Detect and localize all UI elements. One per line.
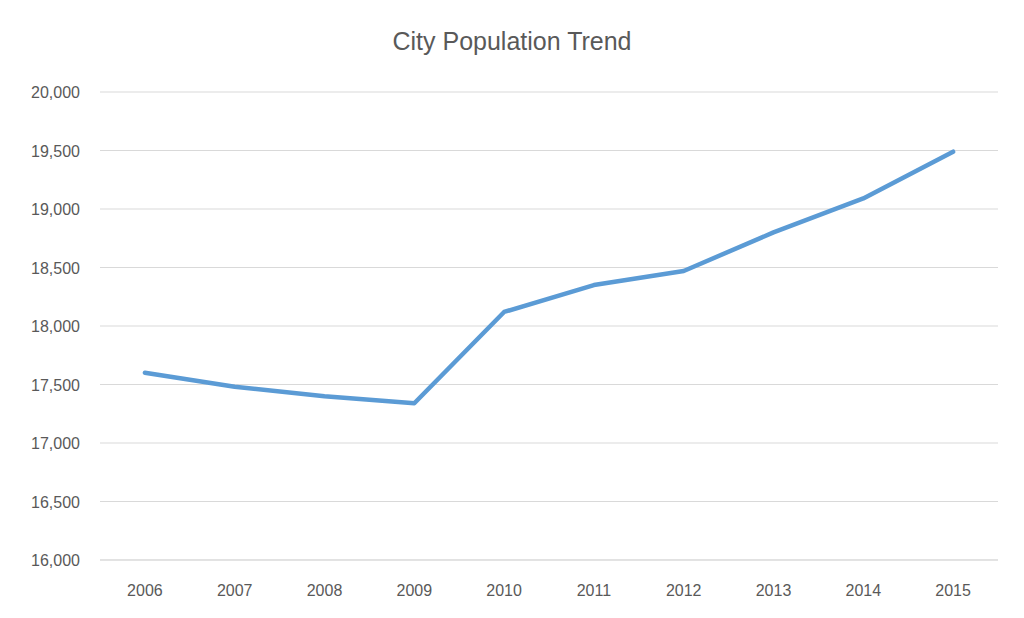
title: City Population Trend [392, 27, 631, 55]
line-series [145, 152, 953, 404]
y-tick-label: 16,500 [31, 494, 80, 511]
background [0, 0, 1024, 618]
y-tick-label: 18,000 [31, 318, 80, 335]
x-tick-label: 2007 [217, 582, 253, 599]
x-axis-line [100, 560, 998, 561]
x-tick-label: 2009 [397, 582, 433, 599]
y-tick-label: 19,000 [31, 201, 80, 218]
y-tick-label: 17,000 [31, 435, 80, 452]
grid-line [100, 150, 998, 151]
x-tick-label: 2008 [307, 582, 343, 599]
x-tick-label: 2010 [486, 582, 522, 599]
y-tick-label: 17,500 [31, 377, 80, 394]
y-tick-label: 20,000 [31, 84, 80, 101]
x-tick-label: 2006 [127, 582, 163, 599]
y-tick-label: 18,500 [31, 260, 80, 277]
x-tick-label: 2014 [846, 582, 882, 599]
y-tick-label: 16,000 [31, 552, 80, 569]
grid-line [100, 209, 998, 210]
grid-line [100, 267, 998, 268]
x-tick-label: 2011 [577, 582, 612, 599]
chart: City Population Trend 16,000 16,500 17,000 1… [0, 0, 1024, 618]
x-tick-label: 2015 [935, 582, 971, 599]
grid-line [100, 501, 998, 502]
y-tick-label: 19,500 [31, 143, 80, 160]
grid-line [100, 326, 998, 327]
x-tick-label: 2012 [666, 582, 702, 599]
grid-line [100, 560, 998, 561]
plot-area [145, 152, 953, 404]
x-tick-label: 2013 [756, 582, 792, 599]
grid-line [100, 92, 998, 93]
grid-line [100, 443, 998, 444]
